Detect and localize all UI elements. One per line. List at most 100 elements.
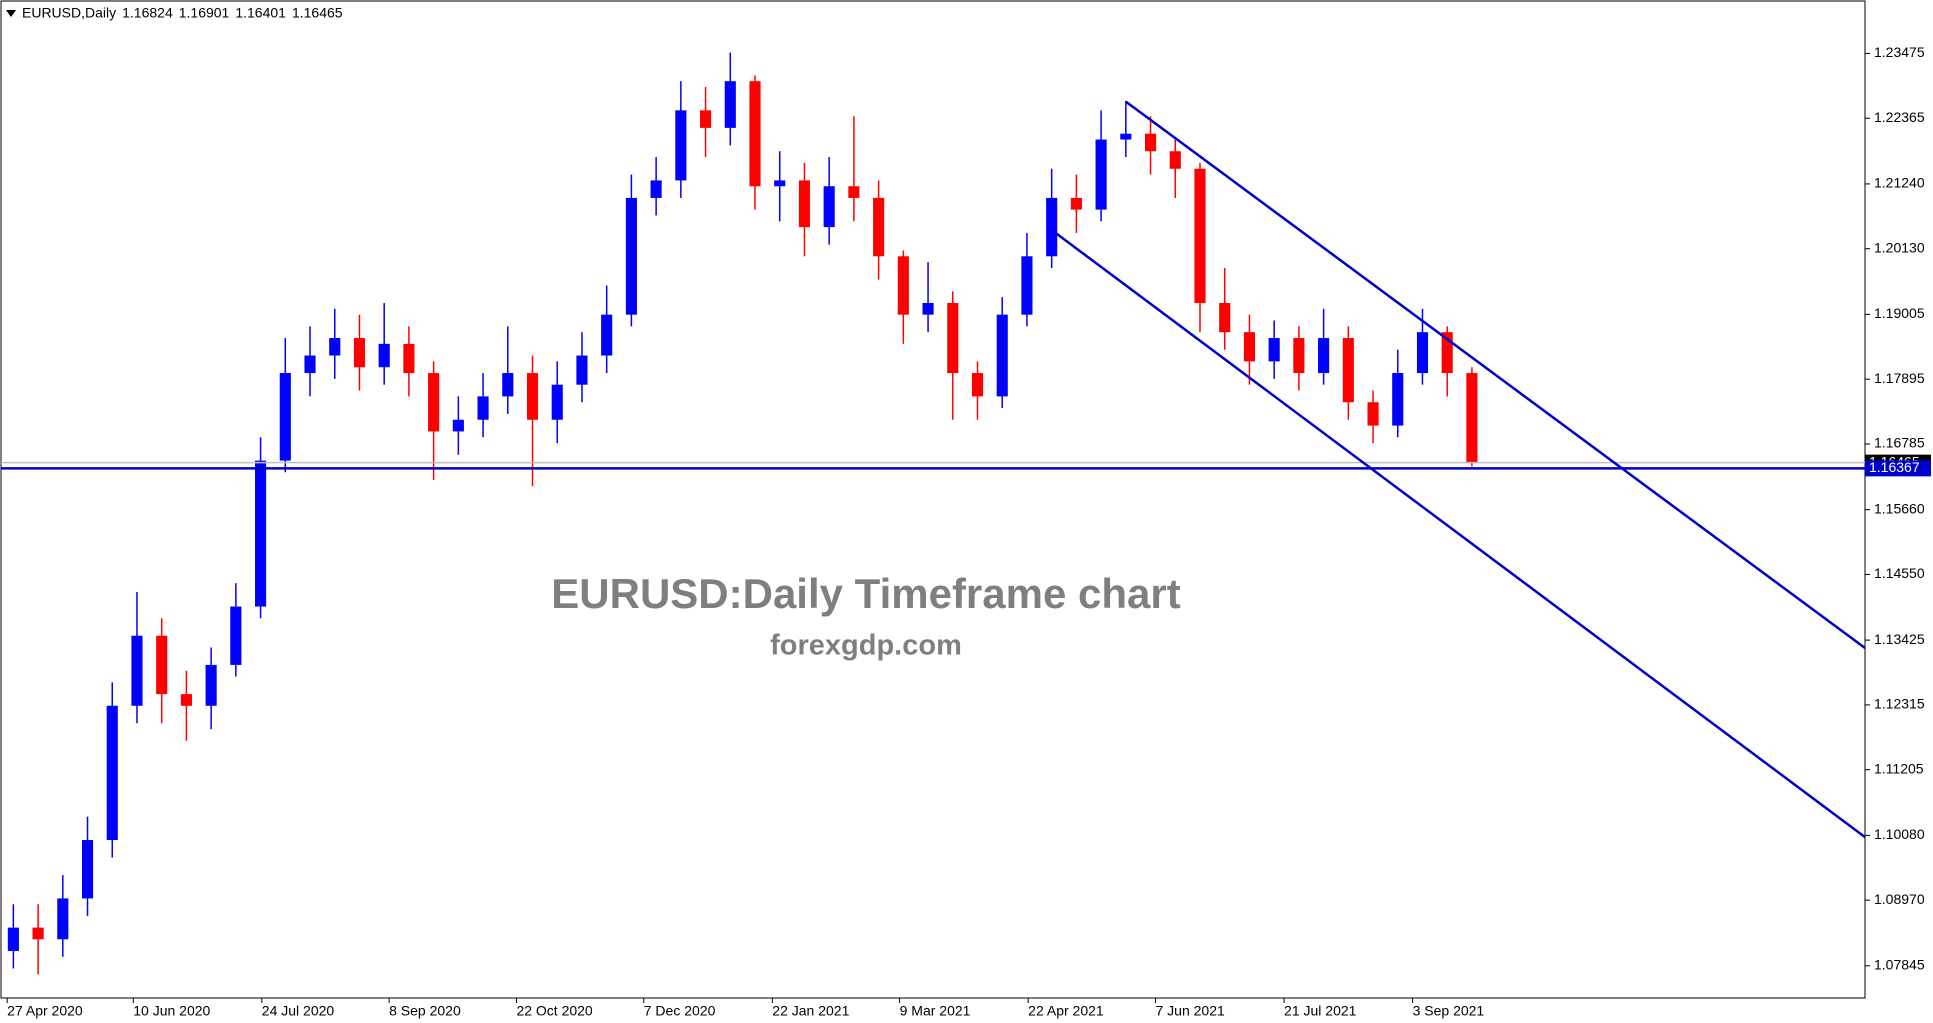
candle-body — [1293, 338, 1305, 374]
header-text: 1.16465 — [292, 5, 343, 21]
x-tick-label: 22 Oct 2020 — [516, 1003, 592, 1019]
candle-body — [1268, 338, 1280, 362]
x-tick-label: 22 Apr 2021 — [1028, 1003, 1104, 1019]
y-tick-label: 1.15660 — [1874, 500, 1925, 516]
x-tick-label: 27 Apr 2020 — [7, 1003, 83, 1019]
y-tick-label: 1.08970 — [1874, 891, 1925, 907]
x-tick-label: 22 Jan 2021 — [772, 1003, 849, 1019]
chart-subtitle: forexgdp.com — [770, 630, 962, 662]
header-text: 1.16401 — [235, 5, 286, 21]
candle-body — [1169, 151, 1181, 169]
y-tick-label: 1.19005 — [1874, 305, 1925, 321]
candle-body — [749, 81, 761, 187]
candle-body — [205, 664, 217, 706]
y-tick-label: 1.13425 — [1874, 631, 1925, 647]
candle-body — [774, 180, 786, 187]
candle-body — [428, 373, 440, 432]
candle-body — [106, 705, 118, 841]
candle-body — [1219, 302, 1231, 333]
candle-body — [873, 197, 885, 257]
candle-body — [57, 898, 69, 940]
x-tick-label: 10 Jun 2020 — [133, 1003, 210, 1019]
candle-body — [971, 373, 984, 397]
candle-body — [625, 197, 637, 315]
candle-body — [922, 302, 934, 315]
candle-body — [1416, 332, 1429, 374]
candle-body — [1392, 373, 1404, 426]
chart-title: EURUSD:Daily Timeframe chart — [551, 570, 1180, 617]
candle-body — [1070, 197, 1082, 210]
candle-body — [1318, 338, 1330, 374]
candle-body — [329, 338, 341, 356]
y-tick-label: 1.16785 — [1874, 435, 1925, 451]
candle-body — [378, 343, 390, 368]
candle-body — [601, 314, 613, 356]
price-label: 1.16367 — [1869, 459, 1920, 475]
candle-body — [1095, 139, 1107, 210]
trendline — [1050, 229, 1866, 839]
y-tick-label: 1.11205 — [1874, 760, 1924, 776]
price-label-box — [1865, 460, 1931, 477]
candle-body — [823, 186, 835, 228]
y-tick-label: 1.17895 — [1874, 370, 1925, 386]
candle-body — [156, 635, 168, 695]
candle-body — [675, 110, 687, 181]
candle-body — [947, 302, 959, 374]
candle-body — [1466, 373, 1478, 463]
candle-body — [1243, 332, 1255, 362]
candle-body — [230, 606, 242, 665]
candle-body — [304, 355, 316, 374]
candle-body — [403, 343, 415, 374]
candle-body — [32, 927, 44, 940]
candle-body — [1367, 402, 1379, 426]
x-tick-label: 21 Jul 2021 — [1284, 1003, 1357, 1019]
candle-body — [477, 396, 489, 420]
candle-body — [897, 256, 909, 315]
candle-body — [1194, 168, 1206, 303]
candle-body — [798, 180, 811, 228]
candle-body — [7, 927, 19, 951]
candle-body — [1342, 338, 1354, 403]
candle-body — [650, 180, 662, 198]
candle-body — [452, 419, 464, 432]
candle-body — [502, 373, 514, 397]
candle-body — [1144, 133, 1157, 152]
candle-body — [279, 373, 291, 461]
menu-triangle[interactable] — [6, 10, 16, 17]
candle-body — [1120, 133, 1132, 140]
candle-body — [180, 694, 192, 706]
x-tick-label: 3 Sep 2021 — [1413, 1003, 1485, 1019]
candle-body — [848, 186, 860, 198]
candle-body — [255, 460, 267, 607]
candle-body — [996, 314, 1008, 397]
y-tick-label: 1.20130 — [1874, 239, 1925, 255]
candle-body — [724, 81, 736, 128]
candle-body — [551, 384, 563, 420]
y-tick-label: 1.23475 — [1874, 44, 1925, 60]
x-tick-label: 8 Sep 2020 — [389, 1003, 461, 1019]
header-text: 1.16824 — [122, 5, 173, 21]
y-tick-label: 1.21240 — [1874, 175, 1925, 191]
candle-body — [131, 635, 143, 706]
x-tick-label: 7 Dec 2020 — [644, 1003, 716, 1019]
candle-body — [1441, 332, 1453, 374]
candle-body — [576, 355, 588, 385]
x-tick-label: 9 Mar 2021 — [900, 1003, 971, 1019]
candle-body — [1046, 197, 1058, 257]
candle-body — [526, 373, 539, 420]
x-tick-label: 7 Jun 2021 — [1155, 1003, 1224, 1019]
y-tick-label: 1.14550 — [1874, 565, 1925, 581]
y-tick-label: 1.12315 — [1874, 696, 1925, 712]
candle-body — [700, 110, 712, 128]
trendline — [1125, 100, 1866, 649]
candle-body — [81, 840, 94, 899]
y-tick-label: 1.10080 — [1874, 826, 1925, 842]
header-text: 1.16901 — [179, 5, 230, 21]
x-tick-label: 24 Jul 2020 — [262, 1003, 335, 1019]
plot-frame — [0, 0, 1866, 999]
header-text: EURUSD,Daily — [22, 5, 116, 21]
candle-body — [353, 338, 366, 368]
y-tick-label: 1.07845 — [1874, 957, 1925, 973]
